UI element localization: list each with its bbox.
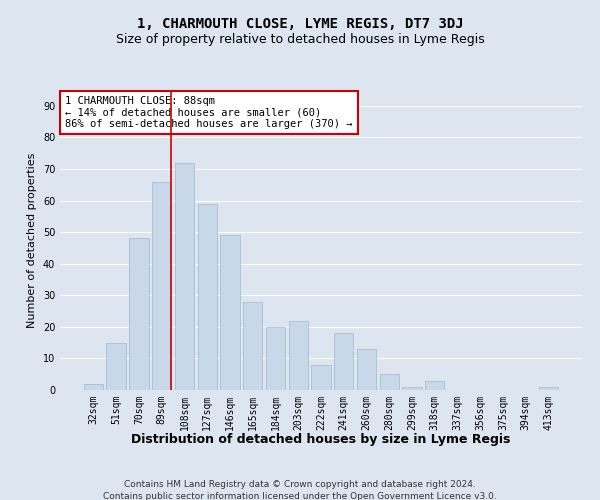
Bar — [266, 327, 285, 390]
Bar — [243, 302, 262, 390]
Bar — [289, 320, 308, 390]
Text: 1 CHARMOUTH CLOSE: 88sqm
← 14% of detached houses are smaller (60)
86% of semi-d: 1 CHARMOUTH CLOSE: 88sqm ← 14% of detach… — [65, 96, 353, 129]
Bar — [220, 236, 239, 390]
Bar — [197, 204, 217, 390]
Bar — [106, 342, 126, 390]
Text: 1, CHARMOUTH CLOSE, LYME REGIS, DT7 3DJ: 1, CHARMOUTH CLOSE, LYME REGIS, DT7 3DJ — [137, 18, 463, 32]
Bar — [380, 374, 399, 390]
Text: Size of property relative to detached houses in Lyme Regis: Size of property relative to detached ho… — [116, 32, 484, 46]
Bar — [311, 364, 331, 390]
Bar — [175, 162, 194, 390]
Bar — [539, 387, 558, 390]
Bar — [334, 333, 353, 390]
Y-axis label: Number of detached properties: Number of detached properties — [27, 152, 37, 328]
Bar — [152, 182, 172, 390]
Text: Contains HM Land Registry data © Crown copyright and database right 2024.
Contai: Contains HM Land Registry data © Crown c… — [103, 480, 497, 500]
Text: Distribution of detached houses by size in Lyme Regis: Distribution of detached houses by size … — [131, 432, 511, 446]
Bar — [84, 384, 103, 390]
Bar — [425, 380, 445, 390]
Bar — [357, 349, 376, 390]
Bar — [403, 387, 422, 390]
Bar — [129, 238, 149, 390]
